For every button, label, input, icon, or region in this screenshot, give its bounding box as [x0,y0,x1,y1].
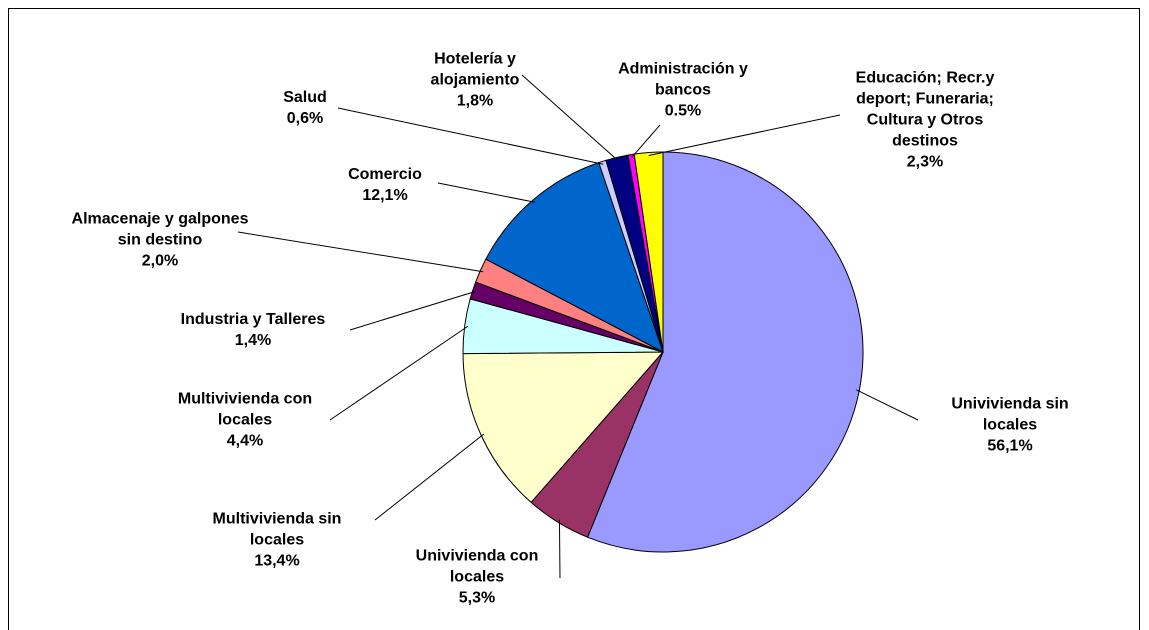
leader-line [648,114,841,157]
category-label: Hotelería y alojamiento [430,50,520,89]
value-label: 0,6% [286,110,324,127]
leader-line [237,231,484,273]
leader-line [856,389,919,421]
data-label: Multivivienda sin locales 13,4% [192,509,362,572]
leader-line [437,182,536,203]
data-label: Administración y bancos 0.5% [593,59,773,122]
data-label: Multivivienda con locales 4,4% [150,389,340,452]
pie-slice [485,161,664,354]
pie-slice [586,151,864,553]
leader-line [337,107,604,165]
value-label: 5,3% [458,589,496,607]
data-label: Salud 0,6% [265,87,345,129]
data-label: Univivienda con locales 5,3% [402,546,552,609]
data-label: Educación; Recr.y deport; Funeraria; Cul… [835,68,1015,173]
category-label: Comercio [348,166,422,183]
category-label: Multivivienda sin locales [212,510,342,549]
data-label: Comercio 12,1% [325,164,445,206]
category-label: Univivienda sin locales [951,395,1069,434]
category-label: Administración y bancos [618,60,748,99]
value-label: 4,4% [226,432,264,450]
value-label: 13,4% [254,552,300,570]
leader-line [349,290,476,331]
value-label: 56,1% [987,437,1033,455]
category-label: Univivienda con locales [415,547,539,586]
leader-line [329,325,468,421]
category-label: Educación; Recr.y deport; Funeraria; Cul… [855,69,995,150]
value-label: 2,3% [906,153,944,171]
data-label: Almacenaje y galpones sin destino 2,0% [70,209,250,272]
value-label: 1,8% [456,92,494,110]
category-label: Industria y Talleres [180,311,326,328]
leader-line [631,124,661,158]
category-label: Multivivienda con locales [177,390,313,429]
data-label: Industria y Talleres 1,4% [153,309,353,351]
category-label: Salud [283,89,327,106]
leader-line [521,74,618,161]
data-label: Hotelería y alojamiento 1,8% [415,49,535,112]
value-label: 0.5% [664,102,702,120]
value-label: 1,4% [234,332,272,349]
pie-slice [462,351,665,504]
value-label: 2,0% [141,252,179,270]
leader-line [558,519,561,579]
category-label: Almacenaje y galpones sin destino [71,210,249,249]
data-label: Univivienda sin locales 56,1% [935,394,1085,457]
leader-line [374,433,485,521]
value-label: 12,1% [362,187,408,204]
